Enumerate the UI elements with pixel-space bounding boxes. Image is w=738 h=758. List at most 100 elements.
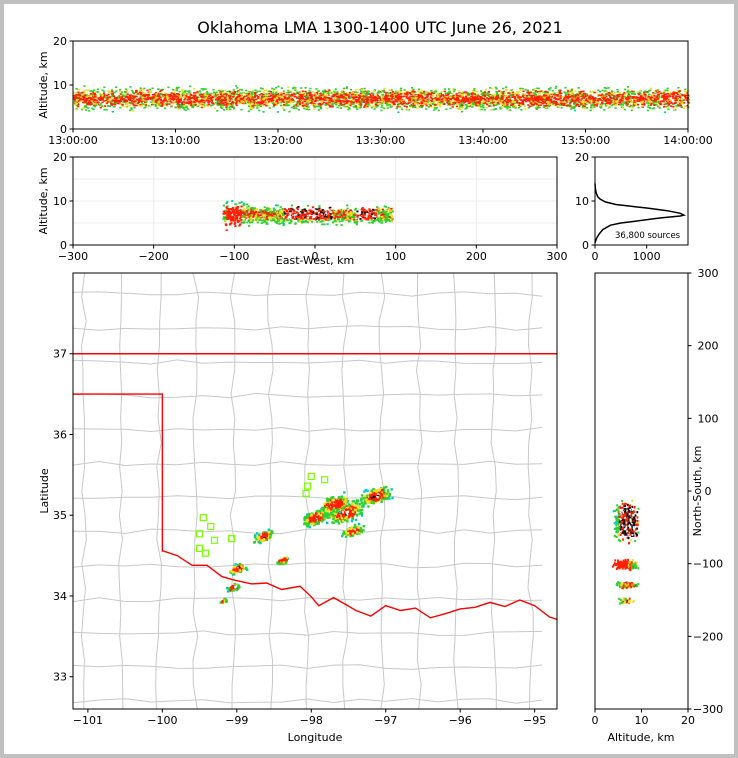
time-height-point [489,96,493,98]
time-height-point [130,100,134,102]
time-height-point [368,90,371,93]
time-height-point [112,91,115,94]
time-height-point [652,91,655,94]
time-height-point [636,100,639,102]
time-height-point [549,94,553,97]
time-height-point [310,97,314,100]
time-height-point [483,109,486,111]
time-height-point [124,88,128,91]
time-height-point [281,98,285,101]
time-height-point [322,97,325,100]
time-height-point [116,100,119,103]
time-height-point [85,97,88,100]
time-height-point [220,91,223,93]
time-height-point [209,92,212,95]
time-height-point [431,95,434,98]
time-height-point [334,88,337,90]
time-height-point [238,99,241,102]
time-height-point [664,93,667,96]
time-height-point [75,94,78,96]
time-height-point [191,97,194,99]
time-height-point [291,94,294,97]
time-height-point [678,95,681,97]
time-height-point [77,103,80,106]
time-height-point [478,98,481,100]
time-height-point [393,103,396,106]
time-height-point [521,95,524,98]
time-height-point [238,102,242,105]
time-height-point [375,104,378,106]
time-height-point [461,95,465,97]
time-height-point [152,101,155,103]
time-height-point [297,108,300,111]
time-height-point [326,96,330,99]
time-height-point [604,90,607,92]
time-height-point [456,95,460,97]
time-height-point [142,97,145,100]
time-height-point [220,100,224,103]
time-height-point [154,105,157,107]
time-height-point [126,102,129,105]
time-height-point [155,101,158,103]
time-height-point [336,92,339,95]
time-height-point [430,100,433,103]
time-height-point [456,107,459,109]
time-height-point [231,105,234,107]
time-height-point [409,99,412,101]
time-height-point [388,99,391,102]
time-height-point [405,103,408,105]
time-height-point [183,92,186,95]
time-height-point [435,104,438,106]
time-height-point [511,103,515,106]
time-height-point [286,92,289,94]
time-height-point [449,96,452,99]
time-height-point [466,92,469,94]
time-height-point [553,92,556,95]
time-height-point [283,96,287,99]
time-height-point [625,100,628,102]
time-height-point [588,95,591,98]
time-height-point [500,101,503,104]
time-height-point [433,100,436,103]
time-height-point [614,104,617,106]
time-height-point [373,105,376,107]
time-height-point [477,95,480,97]
time-height-point [354,105,357,107]
time-height-point [526,89,530,92]
time-height-point [642,100,646,103]
time-height-point [194,94,197,97]
time-height-point [196,90,199,93]
time-height-point [94,91,97,93]
time-height-point [231,96,235,98]
time-height-point [253,101,256,103]
time-height-point [651,98,654,100]
time-height-point [350,100,353,103]
time-height-point [327,101,330,104]
time-height-point [413,97,416,100]
time-height-point [527,104,530,106]
time-height-point [344,98,347,101]
time-height-point [474,102,477,105]
time-height-point [443,90,446,93]
time-height-point [305,101,309,103]
time-height-point [446,94,449,96]
time-height-point [194,98,197,100]
time-height-point [178,90,181,93]
time-height-point [641,106,644,108]
time-height-point [73,98,76,100]
time-height-point [505,105,509,108]
time-height-point [172,93,175,96]
time-height-point [607,94,610,96]
time-height-point [657,92,660,95]
time-height-point [204,88,207,90]
time-height-point [666,97,669,100]
time-height-point [614,96,617,99]
time-height-point [227,99,230,102]
time-height-point [160,99,163,102]
time-height-point [339,103,342,106]
time-height-point [463,101,467,103]
time-height-point [445,108,448,111]
time-height-point [215,98,218,100]
time-height-point [655,101,658,104]
ew-height-point [243,219,246,221]
